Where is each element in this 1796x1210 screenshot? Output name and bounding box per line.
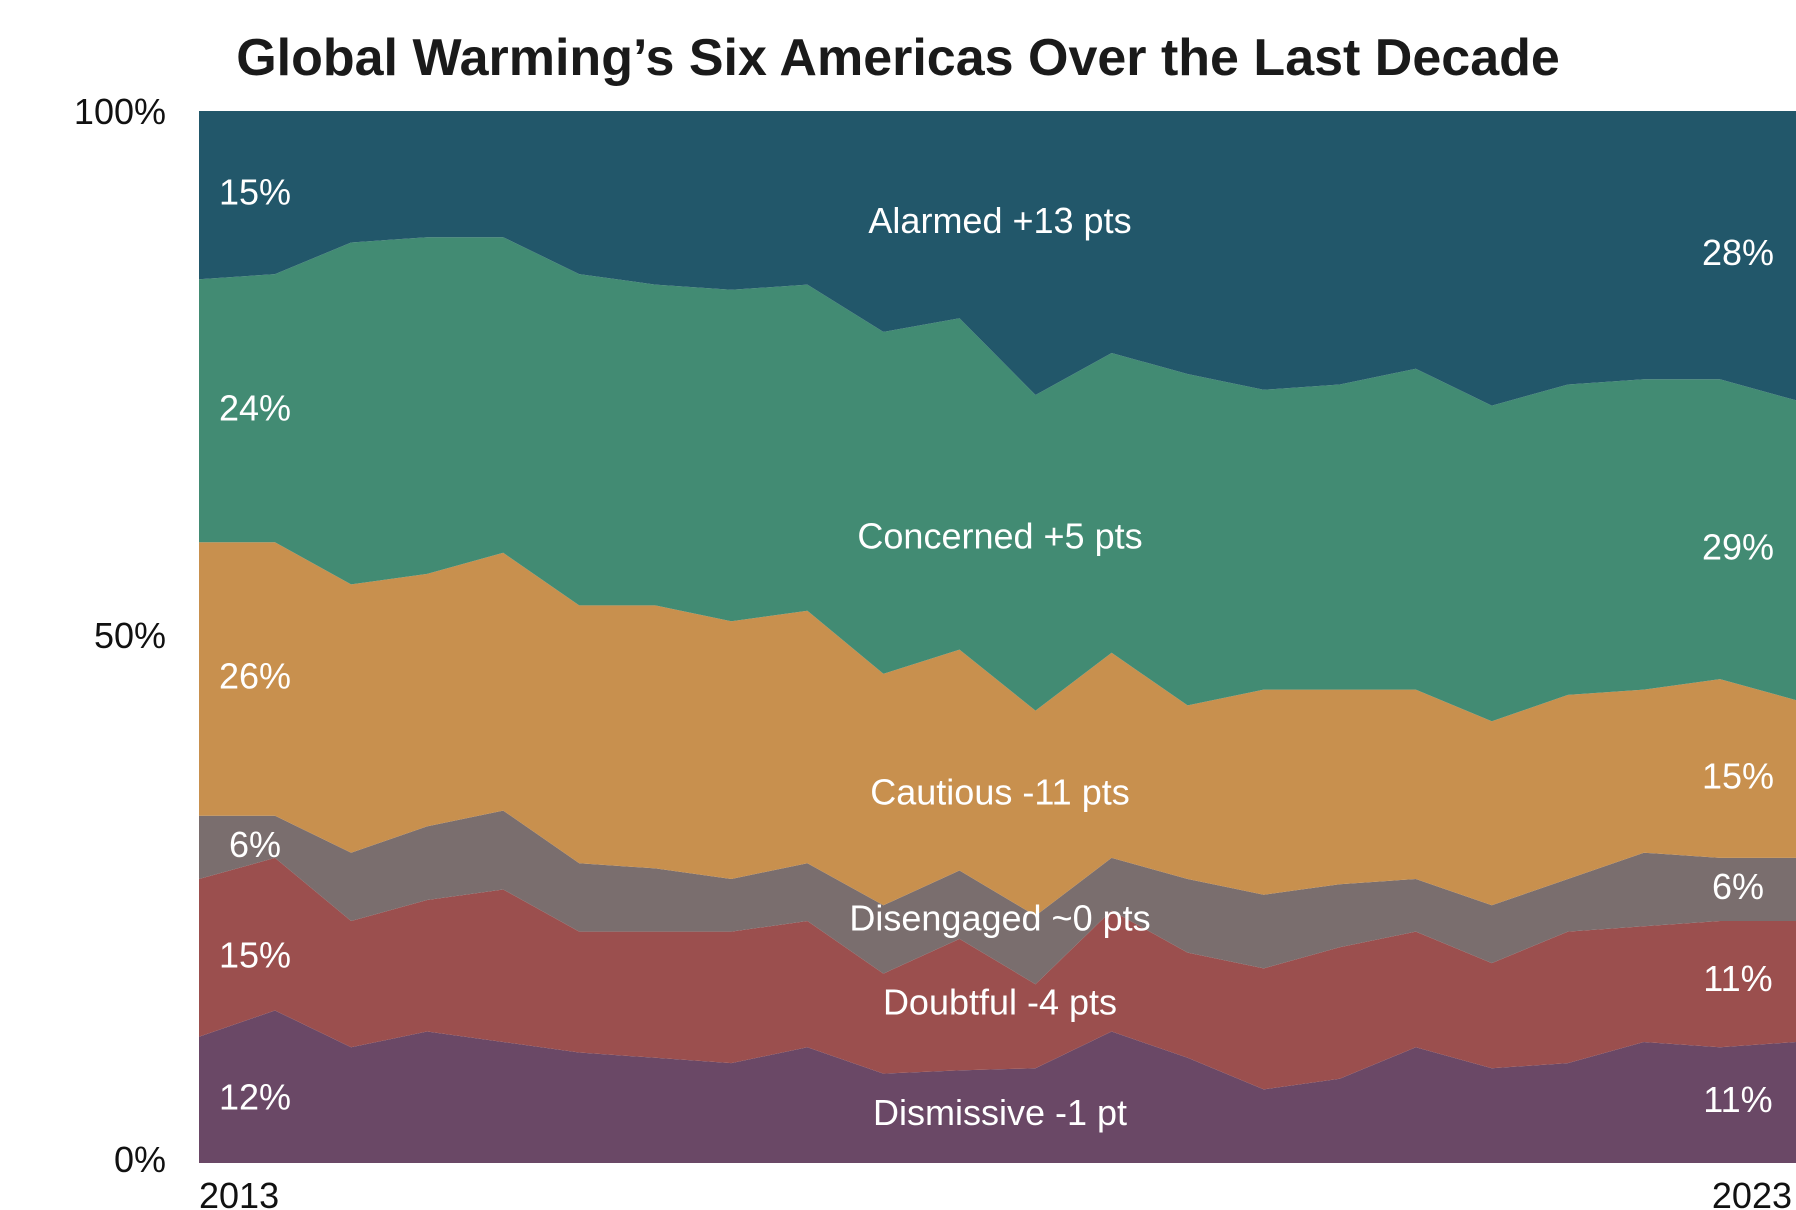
area-layers xyxy=(199,111,1796,1163)
series-label-cautious: Cautious -11 pts xyxy=(870,771,1129,812)
y-tick-0: 0% xyxy=(114,1139,166,1180)
series-label-concerned: Concerned +5 pts xyxy=(857,516,1142,557)
start-label-cautious: 26% xyxy=(219,656,291,697)
area-alarmed xyxy=(199,111,1796,406)
end-label-dismissive: 11% xyxy=(1703,1079,1772,1120)
series-label-dismissive: Dismissive -1 pt xyxy=(873,1092,1127,1133)
end-label-doubtful: 11% xyxy=(1703,958,1772,999)
axes: 100% 50% 0% 2013 2023 xyxy=(74,91,1792,1210)
end-label-cautious: 15% xyxy=(1702,756,1774,797)
end-label-alarmed: 28% xyxy=(1702,232,1774,273)
area-doubtful xyxy=(199,857,1796,1090)
start-label-dismissive: 12% xyxy=(219,1076,291,1117)
series-label-disengaged: Disengaged ~0 pts xyxy=(849,898,1150,939)
area-concerned xyxy=(199,237,1796,722)
y-tick-100: 100% xyxy=(74,91,166,132)
series-label-doubtful: Doubtful -4 pts xyxy=(883,982,1117,1023)
area-cautious xyxy=(199,542,1796,916)
end-label-concerned: 29% xyxy=(1702,527,1774,568)
chart-title: Global Warming’s Six Americas Over the L… xyxy=(236,29,1560,87)
start-label-doubtful: 15% xyxy=(219,934,291,975)
x-tick-end: 2023 xyxy=(1712,1175,1792,1210)
series-labels: 12% 11% Dismissive -1 pt 15% 11% Doubtful -4 … xyxy=(219,172,1774,1134)
series-label-alarmed: Alarmed +13 pts xyxy=(868,200,1131,241)
area-disengaged xyxy=(199,810,1796,985)
x-tick-start: 2013 xyxy=(199,1175,279,1210)
start-label-alarmed: 15% xyxy=(219,172,291,213)
area-dismissive xyxy=(199,1010,1796,1163)
y-tick-50: 50% xyxy=(94,615,166,656)
end-label-disengaged: 6% xyxy=(1712,866,1764,907)
start-label-concerned: 24% xyxy=(219,387,291,428)
start-label-disengaged: 6% xyxy=(229,824,281,865)
